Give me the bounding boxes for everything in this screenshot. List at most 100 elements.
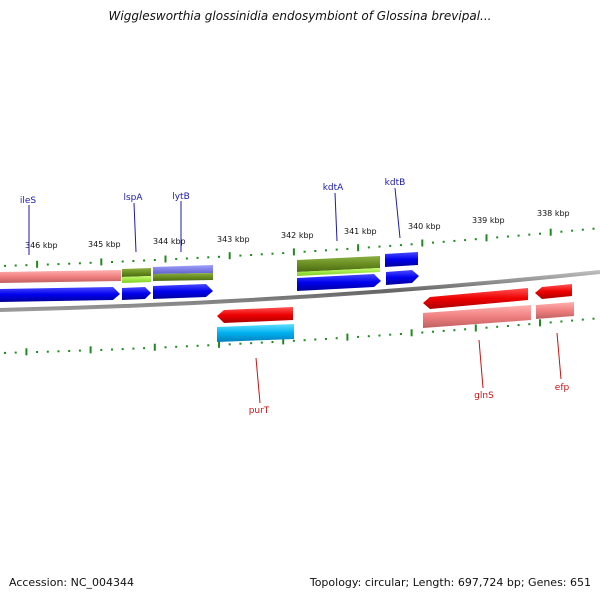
minor-tick [207, 344, 210, 347]
minor-tick [282, 252, 285, 255]
minor-tick [464, 328, 467, 331]
gene-lytB-feature[interactable] [153, 265, 213, 274]
minor-tick [357, 335, 360, 338]
minor-tick [581, 318, 584, 321]
gene-lspA-feature[interactable] [122, 268, 151, 277]
minor-tick [111, 261, 113, 263]
minor-tick [314, 250, 317, 252]
minor-tick [474, 238, 477, 241]
gene-label-lytB[interactable]: lytB [172, 192, 190, 202]
major-tick [346, 333, 349, 341]
scale-label-338: 338 kbp [537, 209, 570, 218]
scale-label-343: 343 kbp [217, 235, 250, 244]
minor-tick [292, 339, 295, 342]
gene-efp-feature[interactable] [536, 302, 574, 319]
minor-tick [453, 239, 456, 242]
minor-tick [517, 324, 520, 327]
minor-tick [57, 350, 60, 353]
gene-label-kdtB[interactable]: kdtB [385, 178, 406, 188]
minor-tick [464, 239, 467, 242]
gene-kdtA-arrow[interactable] [297, 274, 381, 291]
gene-glnS-feature[interactable] [423, 305, 531, 328]
minor-tick [528, 323, 531, 326]
minor-tick [68, 262, 71, 265]
gene-kdtA-feature[interactable] [297, 256, 380, 272]
leader-purT [255, 357, 261, 404]
leader-kdtA [334, 192, 338, 242]
minor-tick [250, 254, 253, 256]
minor-tick [185, 345, 188, 348]
minor-tick [175, 258, 178, 260]
gene-purT-feature[interactable] [217, 324, 294, 342]
scale-label-345: 345 kbp [88, 240, 121, 249]
map-title: Wigglesworthia glossinidia endosymbiont … [108, 9, 492, 23]
reverse-strand-genes [217, 284, 574, 342]
gene-lytB-feature-olive[interactable] [153, 273, 213, 281]
minor-tick [335, 337, 338, 340]
gene-lspA-arrow[interactable] [122, 287, 151, 300]
minor-tick [592, 227, 595, 230]
minor-tick [78, 349, 81, 352]
minor-tick [164, 346, 167, 349]
minor-tick [271, 252, 274, 255]
minor-tick [25, 264, 28, 267]
gene-efp-arrow[interactable] [535, 284, 572, 299]
gene-ileS-arrow[interactable] [0, 287, 120, 302]
gene-label-ileS[interactable]: ileS [20, 196, 37, 206]
gene-label-efp[interactable]: efp [555, 383, 570, 393]
gene-ileS-feature[interactable] [0, 270, 121, 283]
minor-tick [260, 341, 263, 344]
minor-tick [111, 348, 113, 351]
minor-tick [78, 262, 81, 265]
minor-tick [378, 334, 381, 337]
minor-tick [132, 260, 135, 262]
minor-tick [517, 234, 520, 237]
minor-tick [239, 254, 242, 257]
leader-lspA [133, 202, 137, 253]
minor-tick [46, 263, 49, 266]
major-tick [89, 346, 92, 354]
gene-lytB-arrow[interactable] [153, 284, 213, 299]
gene-purT-arrow[interactable] [217, 307, 293, 323]
scale-labels: 346 kbp 345 kbp 344 kbp 343 kbp 342 kbp … [25, 209, 570, 250]
major-tick [36, 260, 39, 268]
minor-tick [143, 347, 146, 350]
minor-tick [496, 236, 499, 239]
minor-tick [539, 232, 541, 235]
scale-ticks-lower [4, 317, 595, 356]
genome-backbone [0, 270, 600, 312]
minor-tick [46, 350, 49, 353]
gene-lspA-feature-lime[interactable] [122, 276, 151, 283]
gene-kdtB-feature[interactable] [385, 252, 418, 267]
minor-tick [185, 257, 188, 260]
gene-label-lines [28, 187, 562, 404]
gene-label-kdtA[interactable]: kdtA [323, 183, 344, 193]
minor-tick [207, 256, 210, 259]
minor-tick [57, 263, 60, 266]
gene-kdtB-arrow[interactable] [386, 270, 419, 285]
minor-tick [485, 326, 488, 329]
gene-label-glnS[interactable]: glnS [474, 391, 494, 401]
minor-tick [325, 249, 327, 252]
leader-efp [556, 332, 562, 380]
scale-label-339: 339 kbp [472, 216, 505, 225]
minor-tick [506, 235, 509, 238]
gene-label-purT[interactable]: purT [249, 406, 270, 416]
leader-kdtB [394, 187, 401, 239]
minor-tick [560, 320, 563, 323]
minor-tick [4, 264, 6, 267]
minor-tick [89, 261, 92, 264]
minor-tick [432, 330, 434, 333]
minor-tick [196, 344, 199, 347]
minor-tick [432, 241, 434, 244]
minor-tick [528, 233, 531, 236]
gene-glnS-arrow[interactable] [423, 288, 528, 309]
major-tick [485, 234, 488, 242]
minor-tick [314, 338, 317, 341]
forward-strand-genes [0, 252, 419, 302]
major-tick [292, 248, 295, 256]
major-tick [100, 258, 103, 266]
gene-kdtA-feature-lime[interactable] [297, 268, 380, 276]
gene-label-lspA[interactable]: lspA [123, 193, 143, 203]
minor-tick [303, 250, 306, 253]
